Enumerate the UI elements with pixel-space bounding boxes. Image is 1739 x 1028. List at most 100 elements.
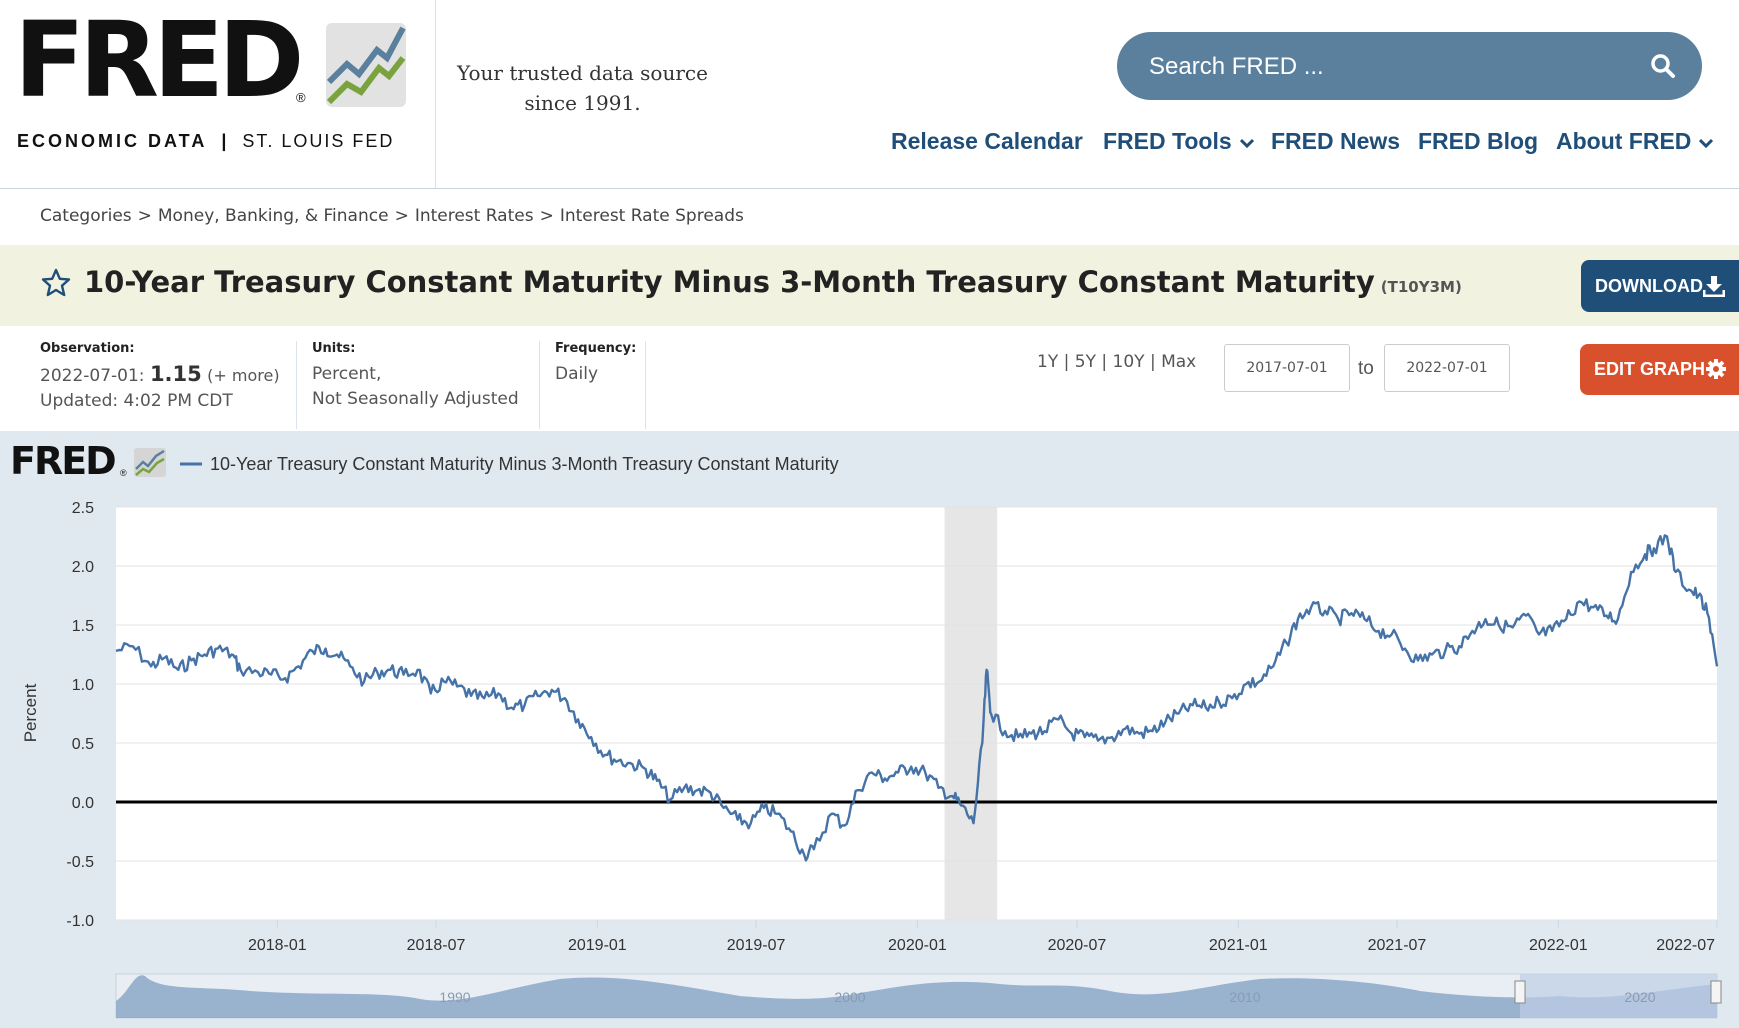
- navigator-right-handle[interactable]: [1710, 980, 1722, 1004]
- x-tick-label: 2022-01: [1529, 937, 1588, 954]
- range-max[interactable]: Max: [1161, 352, 1197, 372]
- breadcrumb: Categories > Money, Banking, & Finance > Int…: [40, 206, 744, 226]
- logo-sub-left: ECONOMIC DATA: [17, 131, 208, 151]
- plot-area: [116, 507, 1717, 920]
- units-line2: Not Seasonally Adjusted: [312, 389, 519, 409]
- navigator-selection[interactable]: [1520, 974, 1717, 1018]
- observation-label: Observation:: [40, 341, 135, 356]
- tagline: Your trusted data source since 1991.: [440, 58, 725, 118]
- divider: [296, 341, 297, 429]
- edit-graph-button[interactable]: EDIT GRAPH: [1580, 344, 1739, 395]
- x-tick-label: 2019-07: [727, 937, 786, 954]
- series-meta: Observation: 2022-07-01: 1.15 (+ more) U…: [0, 326, 1739, 431]
- legend-label: 10-Year Treasury Constant Maturity Minus…: [210, 454, 839, 474]
- x-tick-label: 2021-01: [1209, 937, 1268, 954]
- y-tick-label: 2.0: [72, 559, 94, 576]
- search-input[interactable]: [1147, 50, 1631, 84]
- logo-sub-right: ST. LOUIS FED: [242, 131, 395, 151]
- divider: [539, 341, 540, 429]
- gear-icon: [1706, 359, 1726, 379]
- navigator-left-handle[interactable]: [1514, 980, 1526, 1004]
- nav-fred-tools-label: FRED Tools: [1103, 128, 1232, 154]
- nav-fred-tools[interactable]: FRED Tools: [1103, 128, 1254, 155]
- fred-logo[interactable]: FRED ® ECONOMIC DATA | ST. LOUIS FED: [0, 0, 436, 188]
- breadcrumb-separator: >: [137, 206, 152, 226]
- observation-date: 2022-07-01:: [40, 366, 145, 386]
- nav-fred-blog[interactable]: FRED Blog: [1418, 128, 1539, 154]
- download-icon: [1703, 276, 1725, 297]
- x-tick-label: 2019-01: [568, 937, 627, 954]
- frequency-value: Daily: [555, 364, 599, 384]
- x-tick-label: 2021-07: [1368, 937, 1427, 954]
- recession-shading: [944, 507, 998, 920]
- observation-value: 1.15: [149, 362, 202, 386]
- y-tick-label: 0.5: [72, 736, 94, 753]
- navigator-label: 2000: [834, 989, 865, 1005]
- page-title: 10-Year Treasury Constant Maturity Minus…: [84, 265, 1462, 299]
- y-tick-label: 1.5: [72, 618, 94, 635]
- range-separator: |: [1101, 352, 1108, 372]
- download-button-label: DOWNLOAD: [1595, 276, 1703, 296]
- nav-about-fred[interactable]: About FRED: [1556, 128, 1714, 155]
- site-header: FRED ® ECONOMIC DATA | ST. LOUIS FED Your …: [0, 0, 1739, 189]
- breadcrumb-interest-rate-spreads[interactable]: Interest Rate Spreads: [559, 206, 744, 226]
- logo-sub-separator: |: [221, 131, 229, 151]
- units-label: Units:: [312, 341, 356, 356]
- navigator-label: 2020: [1624, 989, 1655, 1005]
- series-title-bar: 10-Year Treasury Constant Maturity Minus…: [0, 245, 1739, 326]
- nav-about-fred-label: About FRED: [1556, 128, 1692, 154]
- download-button[interactable]: DOWNLOAD: [1581, 260, 1739, 312]
- units-line1: Percent,: [312, 364, 382, 384]
- y-tick-label: -0.5: [66, 854, 94, 871]
- chart-brand-icon: [134, 448, 166, 477]
- x-tick-label: 2020-07: [1048, 937, 1107, 954]
- x-tick-label: 2018-01: [248, 937, 307, 954]
- breadcrumb-separator: >: [394, 206, 409, 226]
- date-to-label: to: [1358, 358, 1374, 379]
- y-tick-label: 0.0: [72, 795, 94, 812]
- series-title-text: 10-Year Treasury Constant Maturity Minus…: [84, 265, 1375, 299]
- range-1y[interactable]: 1Y: [1037, 352, 1059, 372]
- x-tick-label: 2020-01: [888, 937, 947, 954]
- updated-text: Updated: 4:02 PM CDT: [40, 391, 233, 411]
- logo-registered-mark: ®: [296, 90, 306, 105]
- range-5y[interactable]: 5Y: [1074, 352, 1096, 372]
- y-axis-label: Percent: [21, 683, 40, 742]
- series-id: (T10Y3M): [1380, 278, 1462, 296]
- range-separator: |: [1063, 352, 1070, 372]
- chart-brand-registered: ®: [120, 468, 127, 478]
- logo-subtitle: ECONOMIC DATA | ST. LOUIS FED: [17, 131, 394, 152]
- observation-line: 2022-07-01: 1.15 (+ more): [40, 362, 280, 389]
- logo-chart-icon: [326, 23, 406, 107]
- series-line: [115, 534, 1719, 862]
- tagline-line1: Your trusted data source: [457, 61, 708, 85]
- breadcrumb-interest-rates[interactable]: Interest Rates: [414, 206, 534, 226]
- chevron-down-icon: [1239, 138, 1254, 148]
- breadcrumb-categories[interactable]: Categories: [40, 206, 132, 226]
- navigator-label: 2010: [1229, 989, 1260, 1005]
- range-separator: |: [1149, 352, 1156, 372]
- nav-fred-news[interactable]: FRED News: [1271, 128, 1401, 154]
- breadcrumb-money-banking-finance[interactable]: Money, Banking, & Finance: [157, 206, 389, 226]
- x-tick-label: 2018-07: [407, 937, 466, 954]
- divider: [645, 341, 646, 429]
- series-chart[interactable]: FRED ® 10-Year Treasury Constant Maturit…: [0, 431, 1739, 1028]
- range-links: 1Y | 5Y | 10Y | Max: [1037, 352, 1196, 372]
- nav-release-calendar[interactable]: Release Calendar: [891, 128, 1083, 154]
- range-navigator[interactable]: 1990 2000 2010 2020: [115, 973, 1722, 1019]
- range-10y[interactable]: 10Y: [1112, 352, 1145, 372]
- chart-panel: FRED ® 10-Year Treasury Constant Maturit…: [0, 431, 1739, 1028]
- y-tick-label: 1.0: [72, 677, 94, 694]
- frequency-label: Frequency:: [555, 341, 637, 356]
- star-icon[interactable]: [40, 267, 72, 299]
- logo-wordmark: FRED: [14, 0, 304, 121]
- units-block: Units: Percent, Not Seasonally Adjusted: [312, 341, 519, 412]
- observation-block: Observation: 2022-07-01: 1.15 (+ more) U…: [40, 341, 280, 414]
- date-to-input[interactable]: [1384, 344, 1510, 392]
- search-icon[interactable]: [1650, 53, 1676, 79]
- date-from-input[interactable]: [1224, 344, 1350, 392]
- frequency-block: Frequency: Daily: [555, 341, 636, 387]
- observation-more-link[interactable]: (+ more): [207, 366, 280, 385]
- x-tick-label: 2022-07: [1656, 937, 1715, 954]
- y-tick-label: 2.5: [72, 500, 94, 517]
